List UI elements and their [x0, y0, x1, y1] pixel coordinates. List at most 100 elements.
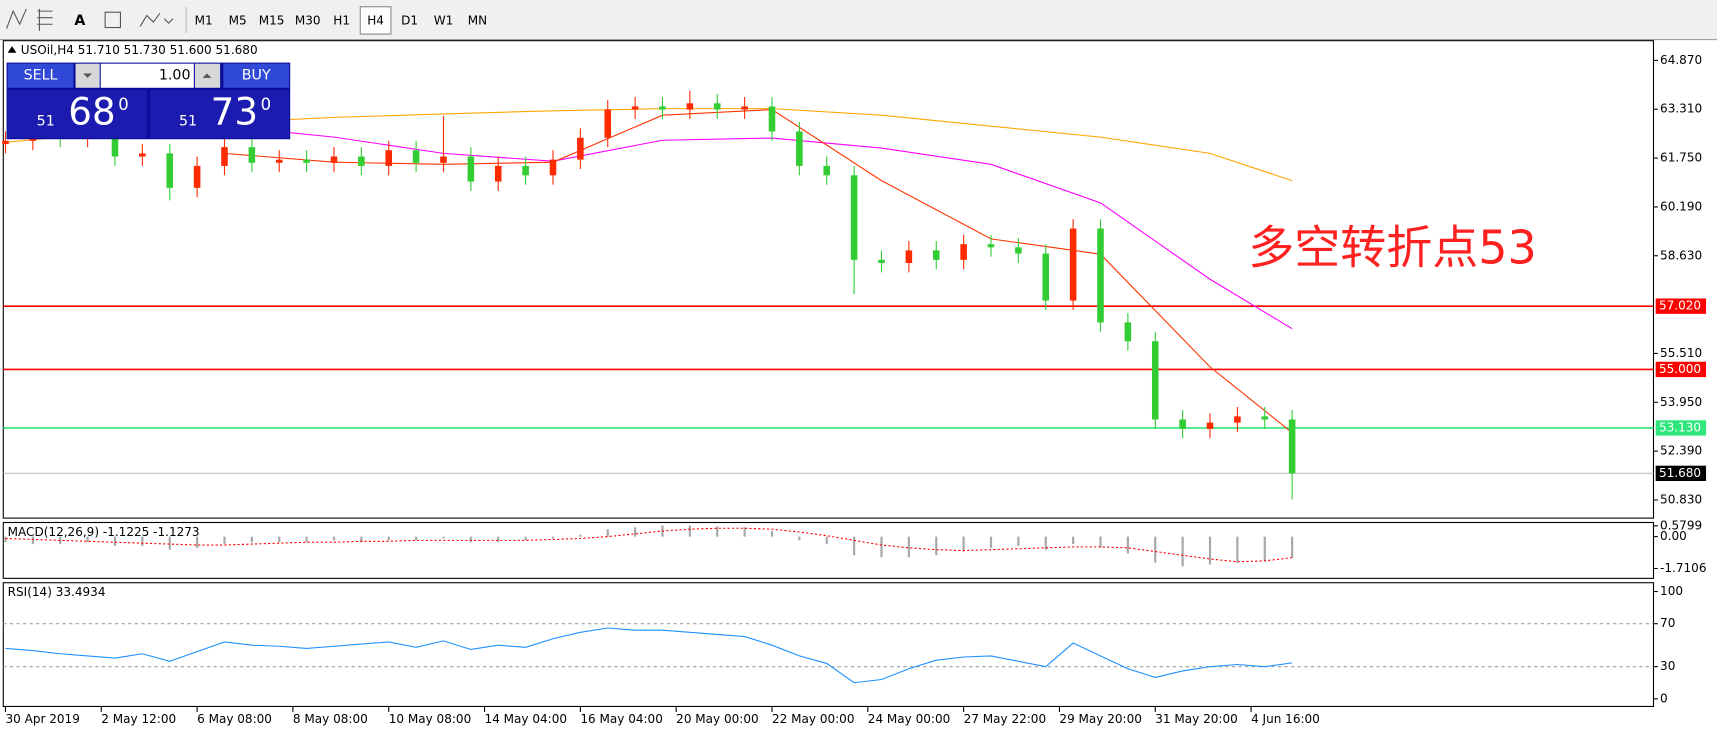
candle-body [1179, 419, 1186, 429]
y-tick-label: 63.310 [1660, 102, 1702, 116]
candle-body [1015, 247, 1022, 254]
candle-body [193, 165, 201, 188]
x-tick-label: 20 May 00:00 [676, 712, 759, 726]
price-level-box [1655, 298, 1707, 314]
candle-body [1206, 422, 1214, 429]
x-tick-label: 16 May 04:00 [580, 712, 663, 726]
candle-body [713, 103, 721, 110]
candle-body [960, 244, 967, 260]
one-click-trading: USOil,H4 51.710 51.730 51.600 51.680 SEL… [6, 43, 1537, 599]
candle-body [850, 175, 858, 260]
candle-body [631, 106, 639, 110]
x-tick-label: 27 May 22:00 [964, 712, 1047, 726]
y-tick-label: 52.390 [1660, 444, 1702, 458]
sell-button[interactable] [7, 63, 74, 88]
timeframe-bar: M1 M5 M15 M30 H1 H4 D1 W1 MN [195, 6, 487, 35]
bid-box[interactable] [7, 89, 147, 139]
buy-button[interactable] [223, 63, 290, 88]
candle-body [686, 103, 694, 110]
timeframe-button[interactable]: M1 [195, 13, 213, 27]
chart-title: USOil,H4 51.710 51.730 51.600 51.680 [21, 43, 258, 57]
price-level-box [1655, 361, 1707, 378]
ask-point: 0 [261, 95, 271, 114]
annotation: 多空转折点53 [1248, 220, 1536, 274]
candle-body [166, 153, 174, 188]
collapse-arrow[interactable] [7, 46, 17, 53]
candle-body [1069, 228, 1077, 301]
candle-body [275, 159, 283, 163]
timeframe-button[interactable]: H1 [333, 13, 350, 27]
candle-body [1288, 419, 1296, 474]
y-tick-label: -1.7106 [1660, 561, 1706, 575]
timeframe-button[interactable]: M5 [229, 13, 247, 27]
candle-body [604, 109, 612, 138]
y-tick-label: 0 [1660, 691, 1668, 705]
y-tick-label: 0.5799 [1660, 518, 1702, 532]
shapes-tool[interactable] [139, 12, 174, 27]
y-tick-label: 58.630 [1660, 248, 1702, 262]
moving-average [114, 119, 1293, 330]
candle-body [385, 150, 393, 166]
x-tick-label: 30 Apr 2019 [5, 712, 79, 726]
y-tick-label: 0.00 [1660, 529, 1687, 543]
up-arrow [202, 73, 212, 78]
candle-body [412, 150, 420, 163]
timeframe-button[interactable]: D1 [401, 13, 418, 27]
panel-frame [2, 40, 1655, 519]
candle-body [1151, 341, 1159, 420]
ask-box[interactable] [150, 89, 290, 139]
candle-body [358, 156, 365, 166]
bid-point: 0 [118, 95, 128, 114]
y-tick-label: 70 [1660, 616, 1675, 630]
candle-body [1124, 322, 1132, 342]
y-tick-label: 50.830 [1660, 492, 1702, 506]
candle-body [796, 131, 803, 166]
candle-body [905, 250, 913, 263]
y-tick-label: 55.510 [1660, 346, 1702, 360]
label-tool[interactable] [104, 11, 122, 29]
candle-body [303, 159, 310, 163]
bid-pips: 68 [68, 90, 115, 134]
candle-body [549, 159, 557, 176]
x-tick-label: 10 May 08:00 [389, 712, 472, 726]
candle-body [741, 106, 748, 110]
chart: 64.870 63.310 61.750 60.190 58.630 55.510 53.9… [2, 40, 1707, 726]
x-tick-label: 2 May 12:00 [101, 712, 176, 726]
x-tick-label: 4 Jun 16:00 [1251, 712, 1320, 726]
drawing-tools: A [6, 6, 187, 34]
y-tick-label: 30 [1660, 659, 1675, 673]
timeframe-button[interactable]: MN [468, 13, 487, 27]
price-level-box [1655, 420, 1707, 436]
candle-body [2, 140, 9, 144]
price-level-label: 53.130 [1659, 420, 1701, 434]
candle-body [494, 165, 502, 182]
sell-label: SELL [24, 68, 58, 84]
fibo-icon[interactable] [6, 8, 27, 29]
rsi-title: RSI(14) 33.4934 [8, 585, 106, 599]
timeframe-button[interactable]: M15 [259, 13, 285, 27]
bid-big: 51 [37, 114, 55, 130]
candle-body [1261, 416, 1269, 420]
macd-title: MACD(12,26,9) -1.1225 -1.1273 [8, 525, 200, 539]
candle-body [248, 147, 256, 163]
text-tool[interactable]: A [74, 13, 85, 29]
candle-body [878, 259, 885, 263]
price-level-label: 55.000 [1659, 362, 1701, 376]
timeframe-button[interactable]: H4 [367, 13, 384, 27]
lots-value: 1.00 [159, 68, 191, 84]
panel-frame [2, 582, 1655, 708]
candle-body [440, 156, 447, 163]
candle-body [987, 244, 995, 248]
candle-body [823, 165, 831, 176]
x-tick-label: 24 May 00:00 [868, 712, 951, 726]
timeframe-button[interactable]: W1 [434, 13, 454, 27]
ask-pips: 73 [211, 90, 258, 134]
x-tick-label: 8 May 08:00 [293, 712, 368, 726]
grid-icon[interactable] [37, 8, 53, 31]
lots-input[interactable] [100, 63, 194, 88]
candle-body [1097, 228, 1104, 323]
timeframe-button[interactable]: M30 [295, 13, 321, 27]
down-arrow [83, 73, 92, 78]
x-tick-label: 6 May 08:00 [197, 712, 272, 726]
